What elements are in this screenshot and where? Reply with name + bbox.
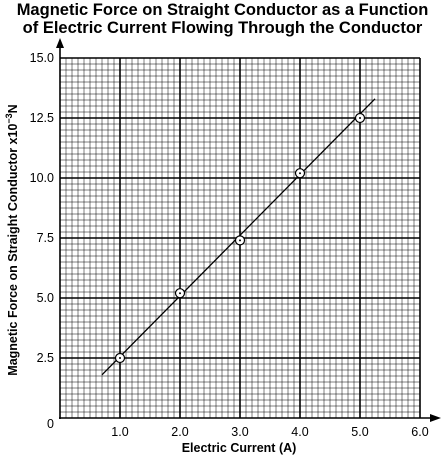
x-tick-label: 4.0 (291, 425, 308, 439)
y-axis-label-unit: N (6, 104, 20, 113)
data-point-center (119, 357, 121, 359)
x-tick-label: 1.0 (111, 425, 128, 439)
x-tick-label: 5.0 (351, 425, 368, 439)
y-tick-label: 15.0 (30, 51, 54, 65)
x-axis-label: Electric Current (A) (182, 441, 297, 455)
y-axis-label: Magnetic Force on Straight Conductor x10… (4, 104, 20, 375)
data-point-center (299, 172, 301, 175)
y-axis-label-exponent: −3 (4, 113, 14, 123)
x-tick-label: 3.0 (231, 425, 248, 439)
y-tick-label: 5.0 (37, 291, 54, 305)
y-axis-arrow (56, 38, 64, 48)
data-point-center (179, 292, 181, 295)
x-tick-label: 6.0 (411, 425, 428, 439)
y-tick-label: 10.0 (30, 171, 54, 185)
data-points (114, 112, 366, 364)
y-tick-label: 12.5 (30, 111, 54, 125)
origin-label: 0 (47, 417, 54, 431)
tick-labels: 1.0 2.0 3.0 4.0 5.0 6.0 2.5 5.0 7.5 10.0 12.5 15.0 0 (30, 51, 429, 439)
data-point-center (359, 117, 361, 119)
y-tick-label: 2.5 (37, 351, 54, 365)
y-axis-label-main: Magnetic Force on Straight Conductor x10 (6, 124, 20, 376)
x-axis-arrow (430, 414, 441, 422)
axes (56, 38, 441, 422)
x-tick-label: 2.0 (171, 425, 188, 439)
data-point-center (239, 239, 241, 242)
y-tick-label: 7.5 (37, 231, 54, 245)
chart-title-line-1: Magnetic Force on Straight Conductor as … (16, 1, 429, 19)
chart-title-line-2: of Electric Current Flowing Through the … (22, 19, 423, 37)
